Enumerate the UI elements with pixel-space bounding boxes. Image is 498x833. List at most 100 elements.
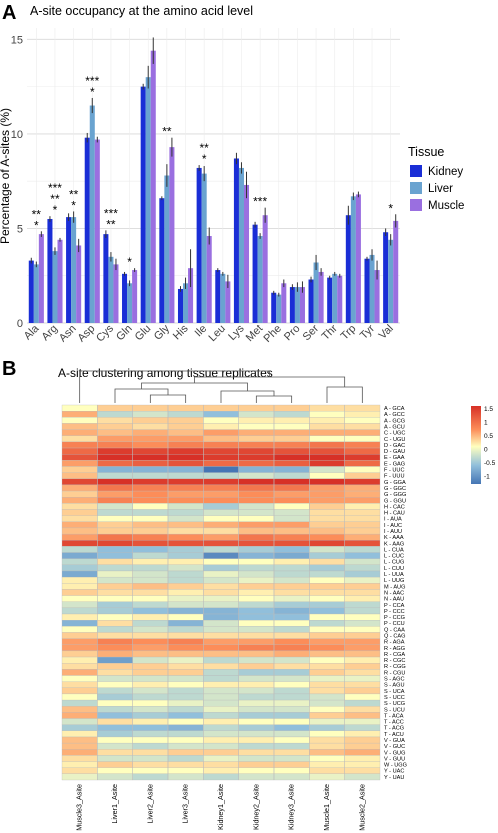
- heatmap-cell: [97, 484, 133, 492]
- column-label: Muscle3_Asite: [75, 784, 84, 831]
- heatmap-cell: [97, 564, 133, 572]
- heatmap-cell: [167, 417, 204, 424]
- heatmap-cell: [344, 632, 381, 639]
- heatmap-cell: [344, 521, 381, 529]
- row-label: A - GCC: [384, 412, 405, 418]
- heatmap-cell: [203, 656, 239, 664]
- heatmap-cell: [238, 730, 275, 738]
- heatmap-cell: [203, 558, 239, 565]
- heatmap-cell: [344, 410, 381, 418]
- heatmap-cell: [97, 478, 133, 486]
- row-label: L - UUG: [384, 578, 404, 584]
- heatmap-cell: [344, 503, 381, 510]
- heatmap-cell: [273, 533, 310, 541]
- heatmap-cell: [61, 478, 98, 486]
- heatmap-cell: [132, 650, 169, 658]
- heatmap-cell: [61, 404, 98, 412]
- heatmap-cell: [132, 509, 169, 516]
- bar-thr-muscle: [337, 275, 343, 323]
- heatmap-cell: [273, 546, 310, 553]
- significance-label: **: [32, 207, 42, 221]
- row-label: W - UGG: [384, 763, 407, 769]
- heatmap-cell: [167, 558, 204, 565]
- legend-label-muscle: Muscle: [428, 200, 464, 212]
- x-tick-label: Ser: [301, 322, 322, 343]
- heatmap-cell: [167, 632, 204, 639]
- heatmap-cell: [132, 620, 169, 627]
- heatmap-cell: [132, 564, 169, 572]
- heatmap-cell: [167, 706, 204, 713]
- row-label: E - GAG: [384, 461, 405, 467]
- heatmap-cell: [273, 607, 310, 615]
- row-label: K - AAG: [384, 541, 404, 547]
- heatmap-cell: [203, 447, 239, 455]
- heatmap-cell: [344, 454, 381, 461]
- bar-gly-kidney: [159, 198, 165, 323]
- heatmap-cell: [238, 546, 275, 553]
- heatmap-cell: [238, 564, 275, 572]
- heatmap-cell: [132, 540, 169, 547]
- y-tick-label: 15: [11, 34, 23, 46]
- heatmap-cell: [203, 749, 239, 756]
- heatmap-cell: [132, 607, 169, 615]
- heatmap-cell: [273, 509, 310, 516]
- heatmap-cell: [167, 620, 204, 627]
- heatmap-cell: [132, 742, 169, 750]
- heatmap-cell: [97, 466, 133, 473]
- heatmap-cell: [273, 441, 310, 449]
- heatmap-cell: [273, 650, 310, 658]
- row-label: I - AUU: [384, 529, 402, 535]
- x-tick-label: Gln: [114, 323, 135, 344]
- heatmap-cell: [238, 632, 275, 639]
- heatmap-cell: [309, 650, 345, 658]
- heatmap-cell: [132, 736, 169, 744]
- heatmap-cell: [238, 650, 275, 658]
- heatmap-cell: [61, 497, 98, 504]
- heatmap-cell: [167, 509, 204, 516]
- heatmap-cell: [132, 558, 169, 565]
- heatmap-cell: [132, 638, 169, 645]
- legend-label-kidney: Kidney: [428, 166, 463, 178]
- heatmap-cell: [167, 675, 204, 682]
- heatmap-cell: [167, 736, 204, 744]
- heatmap-cell: [309, 589, 345, 596]
- heatmap-cell: [61, 435, 98, 443]
- bar-asp-muscle: [94, 139, 100, 323]
- row-label: S - UCG: [384, 701, 405, 707]
- heatmap-cell: [238, 644, 275, 652]
- legend-swatch-kidney: [410, 165, 422, 177]
- heatmap-cell: [132, 466, 169, 473]
- heatmap-cell: [167, 626, 204, 633]
- heatmap-cell: [61, 509, 98, 516]
- heatmap-cell: [132, 570, 169, 578]
- bar-pro-muscle: [299, 287, 305, 323]
- heatmap-cell: [309, 484, 345, 492]
- dendrogram-branch: [255, 395, 293, 403]
- heatmap-cell: [238, 484, 275, 492]
- color-legend-tick: 0.5: [484, 433, 493, 440]
- color-legend-tick: -0.5: [484, 460, 496, 467]
- heatmap-cell: [344, 472, 381, 479]
- bar-tyr-muscle: [374, 270, 380, 323]
- heatmap-cell: [273, 454, 310, 461]
- heatmap-cell: [238, 620, 275, 627]
- heatmap-cell: [97, 632, 133, 639]
- heatmap-cell: [203, 466, 239, 473]
- row-label: T - ACC: [384, 720, 404, 726]
- heatmap-cell: [238, 576, 275, 584]
- column-dendrogram: [79, 370, 363, 403]
- heatmap-cell: [309, 540, 345, 547]
- heatmap-cell: [203, 429, 239, 436]
- bar-lys-muscle: [243, 184, 250, 323]
- heatmap-cell: [238, 773, 275, 781]
- significance-label: ***: [104, 206, 118, 220]
- heatmap-cell: [61, 644, 98, 652]
- heatmap-cell: [273, 632, 310, 639]
- heatmap-cell: [167, 773, 204, 781]
- heatmap-cell: [167, 638, 204, 645]
- heatmap-cell: [61, 620, 98, 627]
- heatmap-cell: [97, 613, 133, 621]
